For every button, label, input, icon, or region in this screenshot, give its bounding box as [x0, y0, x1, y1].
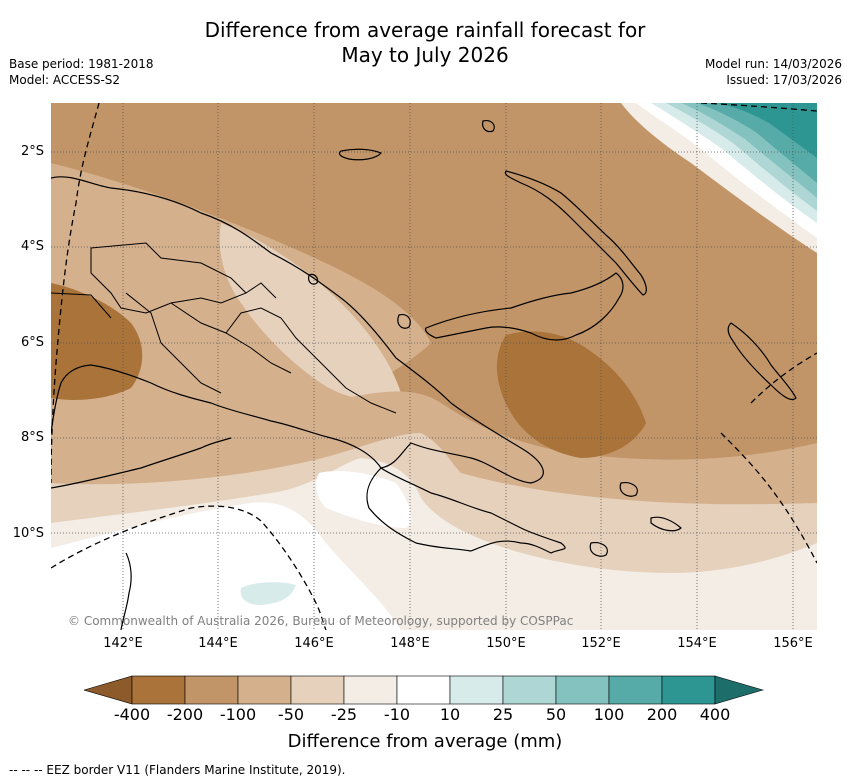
colorbar-tick-label: 200: [646, 705, 678, 724]
lon-label-148e: 148°E: [390, 636, 430, 651]
lon-label-144e: 144°E: [198, 636, 238, 651]
colorbar: [84, 675, 765, 705]
copyright-text: © Commonwealth of Australia 2026, Bureau…: [68, 614, 574, 628]
colorbar-swatch: [184, 675, 239, 705]
lon-label-150e: 150°E: [486, 636, 526, 651]
model-name: Model: ACCESS-S2: [9, 73, 121, 87]
lat-label-10s: 10°S: [12, 526, 44, 541]
lon-label-142e: 142°E: [103, 636, 143, 651]
colorbar-swatch: [396, 675, 451, 705]
base-period: Base period: 1981-2018: [9, 57, 154, 71]
chart-title: Difference from average rainfall forecas…: [0, 18, 850, 68]
colorbar-swatch: [449, 675, 504, 705]
lon-label-146e: 146°E: [294, 636, 334, 651]
lat-label-2s: 2°S: [20, 144, 44, 159]
eez-legend-note: -- -- -- EEZ border V11 (Flanders Marine…: [9, 763, 346, 777]
colorbar-swatch: [608, 675, 663, 705]
colorbar-extend-high: [714, 675, 765, 705]
colorbar-tick-label: -400: [113, 705, 151, 724]
colorbar-tick-label: 10: [439, 705, 461, 724]
cape-york-coast: [120, 552, 132, 630]
colorbar-tick-label: -200: [166, 705, 204, 724]
lon-label-156e: 156°E: [773, 636, 813, 651]
lat-label-6s: 6°S: [20, 335, 44, 350]
colorbar-tick-label: -25: [330, 705, 358, 724]
lon-label-152e: 152°E: [581, 636, 621, 651]
gridlines: [51, 103, 817, 630]
title-line-2: May to July 2026: [341, 43, 509, 67]
eez-borders: [51, 103, 817, 630]
colorbar-swatch: [237, 675, 292, 705]
colorbar-extend-low: [84, 675, 133, 705]
bougainville-coast: [727, 322, 797, 401]
dark-patch-east: [496, 331, 646, 458]
colorbar-swatch: [131, 675, 186, 705]
colorbar-tick-label: 400: [699, 705, 731, 724]
band-light-nw: [51, 163, 431, 478]
colorbar-swatch: [343, 675, 398, 705]
colorbar-swatch: [555, 675, 610, 705]
meta-right: Model run: 14/03/2026 Issued: 17/03/2026: [705, 56, 842, 88]
model-run: Model run: 14/03/2026: [704, 57, 842, 71]
island-1: [308, 273, 319, 285]
rainfall-map: [51, 103, 817, 630]
colorbar-swatch: [502, 675, 557, 705]
lon-label-154e: 154°E: [677, 636, 717, 651]
colorbar-tick-label: 100: [593, 705, 625, 724]
coastlines: [51, 120, 797, 630]
meta-left: Base period: 1981-2018 Model: ACCESS-S2: [9, 56, 154, 88]
band-pale-center: [219, 223, 401, 400]
island-6: [589, 542, 608, 557]
colorbar-tick-label: 25: [492, 705, 514, 724]
new-britain-coast: [424, 272, 624, 341]
issued-date: Issued: 17/03/2026: [726, 73, 842, 87]
dark-patch-west: [51, 283, 143, 400]
new-ireland-coast: [504, 170, 647, 296]
blue-patch-south: [240, 582, 296, 605]
colorbar-tick-label: 50: [545, 705, 567, 724]
gulf-coast: [51, 437, 232, 489]
colorbar-title: Difference from average (mm): [287, 731, 563, 752]
colorbar-tick-label: -100: [219, 705, 257, 724]
band-white-central: [315, 471, 412, 528]
colorbar-tick-label: -10: [383, 705, 411, 724]
island-2: [397, 314, 411, 329]
colorbar-swatch: [290, 675, 345, 705]
colorbar-tick-label: -50: [277, 705, 305, 724]
island-3: [482, 120, 495, 133]
new-guinea-coast: [51, 176, 566, 554]
province-borders: [51, 242, 397, 414]
title-line-1: Difference from average rainfall forecas…: [204, 18, 646, 42]
manus-coast: [338, 148, 382, 161]
lat-label-4s: 4°S: [20, 239, 44, 254]
island-4: [619, 482, 638, 497]
band-white-south: [51, 502, 401, 630]
wet-band-7: [716, 103, 817, 158]
island-5: [650, 516, 682, 532]
colorbar-swatch: [661, 675, 716, 705]
lat-label-8s: 8°S: [20, 430, 44, 445]
